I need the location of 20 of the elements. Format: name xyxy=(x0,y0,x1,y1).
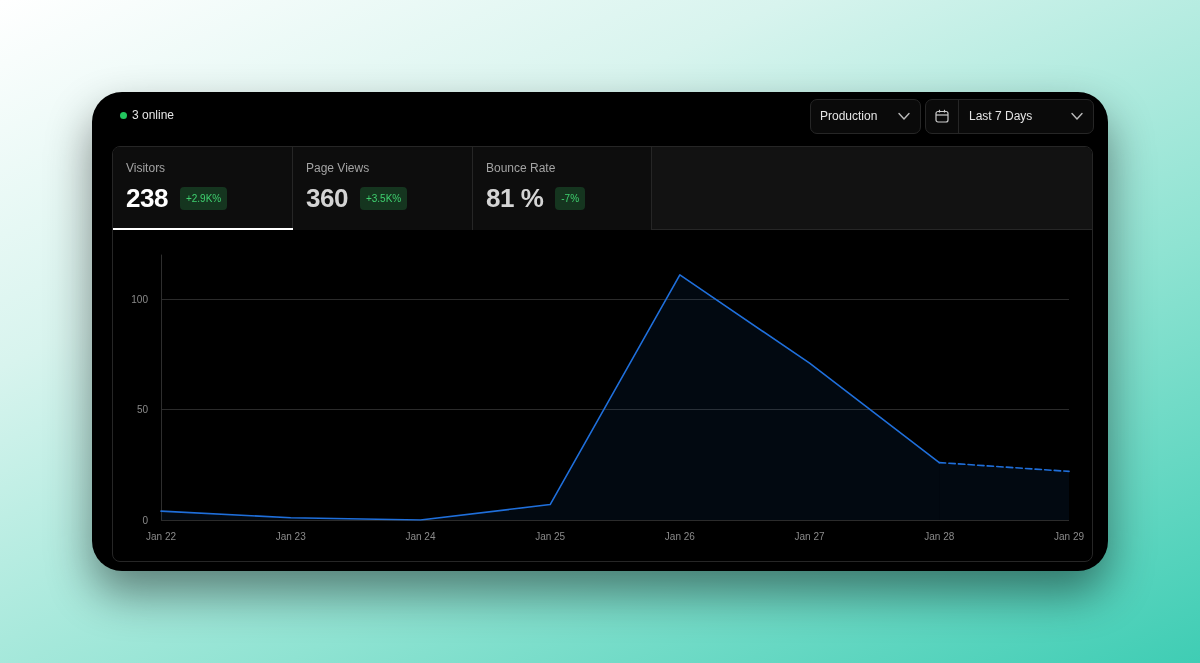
y-tick-label: 100 xyxy=(131,293,149,305)
x-tick-label: Jan 24 xyxy=(405,530,436,542)
tab: Bounce Rate 81 % -7% xyxy=(473,147,652,230)
text: Production xyxy=(820,109,878,123)
y-tick-label: 50 xyxy=(136,404,149,416)
x-tick-label: Jan 29 xyxy=(1053,530,1085,542)
badge: +3.5K% xyxy=(359,186,408,210)
x-tick-label: Jan 25 xyxy=(535,530,566,542)
x-tick-label: Jan 22 xyxy=(145,530,177,542)
tab: Page Views 360 +3.5K% xyxy=(293,147,473,230)
badge: +2.9K% xyxy=(179,186,228,210)
y-tick-label: 0 xyxy=(142,514,149,526)
x-tick-label: Jan 23 xyxy=(275,530,307,542)
x-tick-label: Jan 26 xyxy=(664,530,696,542)
badge: -7% xyxy=(555,186,586,210)
tab: Visitors 238 +2.9K% xyxy=(113,147,293,230)
x-tick-label: Jan 27 xyxy=(794,530,826,542)
text: Last 7 Days xyxy=(969,109,1033,123)
x-tick-label: Jan 28 xyxy=(924,530,955,542)
text: 3 online xyxy=(132,108,175,122)
